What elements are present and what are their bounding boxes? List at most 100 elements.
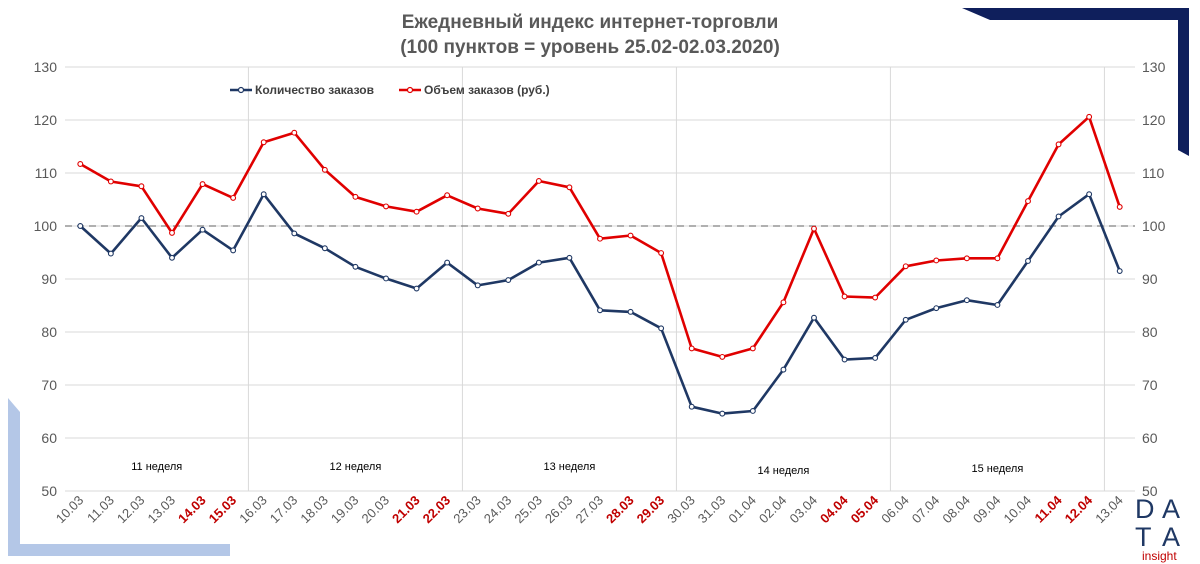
x-tick-08.04: 08.04: [939, 493, 973, 527]
x-tick-26.03: 26.03: [542, 493, 576, 527]
data-point-orders-volume-22.03: [444, 192, 451, 199]
data-point-orders-volume-30.03: [688, 345, 695, 352]
y-tick-right-100: 100: [1142, 218, 1166, 234]
data-point-orders-count-05.04: [872, 355, 879, 361]
data-point-orders-volume-12.03: [138, 183, 145, 190]
legend-item-orders-count: Количество заказов: [230, 83, 374, 97]
y-tick-left-120: 120: [34, 112, 58, 128]
corner-decor-bottom-left: [8, 398, 230, 556]
data-point-orders-volume-14.03: [199, 181, 206, 188]
data-point-orders-count-11.03: [107, 250, 114, 257]
data-point-orders-count-19.03: [352, 263, 359, 270]
data-point-orders-count-16.03: [260, 191, 267, 198]
data-point-orders-volume-31.03: [719, 353, 726, 360]
legend-marker-orders-count: [237, 86, 245, 94]
x-tick-18.03: 18.03: [297, 493, 331, 527]
y-tick-right-50: 50: [1142, 483, 1158, 499]
y-tick-left-50: 50: [41, 483, 57, 499]
y-tick-left-60: 60: [41, 430, 57, 446]
x-tick-07.04: 07.04: [909, 493, 943, 527]
y-tick-right-60: 60: [1142, 430, 1158, 446]
legend-label-orders-volume: Объем заказов (руб.): [424, 83, 550, 97]
x-tick-04.04: 04.04: [817, 492, 851, 526]
x-tick-29.03: 29.03: [634, 493, 668, 527]
logo-letter-a1: A: [1162, 494, 1180, 524]
data-point-orders-count-06.04: [902, 316, 909, 323]
legend: Количество заказов Объем заказов (руб.): [230, 83, 550, 97]
data-point-orders-count-25.03: [535, 259, 542, 266]
data-point-orders-volume-17.03: [291, 129, 298, 136]
data-point-orders-count-24.03: [505, 277, 512, 284]
logo-letter-d: D: [1135, 494, 1155, 524]
data-point-orders-count-08.04: [963, 297, 970, 304]
data-point-orders-count-12.04: [1086, 191, 1093, 198]
x-tick-22.03: 22.03: [420, 493, 454, 527]
data-point-orders-volume-08.04: [963, 255, 970, 262]
x-tick-16.03: 16.03: [236, 493, 270, 527]
week-labels: 11 неделя 12 неделя 13 неделя 14 неделя 15 н…: [131, 461, 1023, 477]
x-tick-12.04: 12.04: [1062, 492, 1096, 526]
week-label-11: 11 неделя: [131, 461, 182, 473]
data-point-orders-volume-13.04: [1116, 203, 1123, 210]
chart-title: Ежедневный индекс интернет-торговли: [402, 12, 779, 33]
x-tick-25.03: 25.03: [511, 493, 545, 527]
data-point-orders-volume-11.03: [107, 178, 114, 185]
y-axis-left: 50 60 70 80 90 100 110 120 130: [34, 59, 58, 499]
x-tick-30.03: 30.03: [664, 493, 698, 527]
data-point-orders-count-03.04: [811, 314, 817, 321]
legend-label-orders-count: Количество заказов: [255, 83, 374, 97]
y-tick-left-80: 80: [41, 324, 57, 340]
y-tick-right-110: 110: [1142, 165, 1165, 181]
y-tick-right-80: 80: [1142, 324, 1158, 340]
data-point-orders-count-01.04: [749, 408, 756, 414]
y-tick-left-90: 90: [41, 271, 57, 287]
data-point-orders-volume-11.04: [1055, 141, 1062, 148]
data-point-orders-volume-12.04: [1086, 113, 1093, 120]
x-tick-10.04: 10.04: [1001, 493, 1035, 527]
data-point-orders-volume-03.04: [811, 225, 817, 232]
y-tick-left-130: 130: [34, 59, 58, 75]
week-label-12: 12 неделя: [330, 461, 382, 473]
x-tick-24.03: 24.03: [481, 493, 515, 527]
y-tick-left-70: 70: [41, 377, 57, 393]
data-point-orders-volume-13.03: [169, 229, 175, 236]
x-tick-01.04: 01.04: [725, 493, 759, 527]
x-tick-06.04: 06.04: [878, 493, 912, 527]
x-tick-11.04: 11.04: [1032, 492, 1066, 526]
data-point-orders-volume-07.04: [933, 257, 940, 264]
x-tick-20.03: 20.03: [359, 493, 393, 527]
x-tick-12.03: 12.03: [114, 493, 148, 527]
legend-item-orders-volume: Объем заказов (руб.): [399, 83, 550, 97]
x-tick-17.03: 17.03: [267, 493, 301, 527]
data-point-orders-volume-26.03: [566, 184, 573, 191]
data-insight-logo: D A T A insight: [1135, 494, 1180, 563]
data-point-orders-volume-23.03: [474, 205, 481, 212]
x-tick-31.03: 31.03: [695, 493, 729, 527]
data-point-orders-volume-27.03: [597, 235, 603, 242]
x-tick-11.03: 11.03: [84, 493, 117, 526]
data-point-orders-count-31.03: [719, 410, 726, 417]
data-point-orders-volume-06.04: [902, 263, 909, 270]
data-point-orders-count-26.03: [566, 254, 573, 261]
week-label-13: 13 неделя: [544, 461, 596, 473]
data-point-orders-count-20.03: [383, 275, 389, 282]
logo-subtitle: insight: [1142, 549, 1177, 563]
data-point-orders-count-27.03: [597, 307, 603, 314]
x-tick-05.04: 05.04: [848, 492, 882, 526]
x-tick-13.03: 13.03: [145, 493, 179, 527]
data-point-orders-count-30.03: [688, 403, 695, 410]
x-tick-19.03: 19.03: [328, 493, 362, 527]
data-point-orders-count-13.04: [1116, 268, 1123, 274]
data-point-orders-volume-19.03: [352, 193, 359, 200]
week-dividers: [247, 67, 1105, 491]
x-axis-labels: 10.0311.0312.0313.0314.0315.0316.0317.03…: [53, 492, 1126, 526]
x-tick-13.04: 13.04: [1092, 493, 1126, 527]
data-point-orders-count-28.03: [627, 308, 634, 315]
data-point-orders-volume-02.04: [780, 299, 787, 306]
gridlines: [65, 66, 1135, 492]
week-label-14: 14 неделя: [758, 465, 810, 477]
data-point-orders-count-10.04: [1025, 258, 1031, 264]
corner-decor-top-right: [962, 8, 1189, 156]
data-point-orders-count-09.04: [994, 302, 1001, 308]
data-point-orders-volume-16.03: [260, 139, 267, 146]
